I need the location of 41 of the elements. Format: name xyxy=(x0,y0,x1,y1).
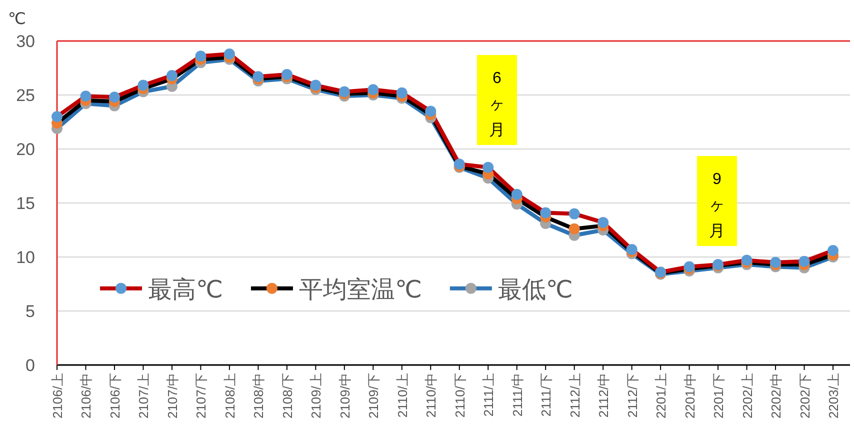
x-tick-label: 2107/中 xyxy=(164,373,180,419)
x-tick-label: 2203/上 xyxy=(826,373,841,419)
x-tick-label: 2109/中 xyxy=(337,373,352,419)
x-tick-label: 2109/上 xyxy=(308,373,324,419)
x-tick-label: 2111/上 xyxy=(481,373,496,417)
annotation: 6ヶ月 xyxy=(489,70,505,139)
x-tick-label: 2106/上 xyxy=(50,373,65,419)
y-tick-label: 10 xyxy=(16,248,35,267)
x-tick-label: 2112/中 xyxy=(596,373,612,418)
x-tick-label: 2106/下 xyxy=(107,373,122,419)
legend-label: 平均室温℃ xyxy=(298,276,422,304)
x-tick-label: 2108/下 xyxy=(280,373,295,419)
x-tick-label: 2112/下 xyxy=(624,373,640,418)
y-tick-label: 0 xyxy=(26,356,35,375)
x-tick-label: 2107/下 xyxy=(194,373,209,419)
x-tick-label: 2107/上 xyxy=(136,373,152,419)
y-tick-label: 15 xyxy=(16,194,35,213)
legend-label: 最低℃ xyxy=(498,276,573,304)
x-tick-label: 2202/中 xyxy=(768,373,784,419)
x-tick-label: 2202/上 xyxy=(740,373,755,419)
y-axis-title: ℃ xyxy=(8,11,26,28)
y-tick-label: 20 xyxy=(16,140,35,159)
y-tick-label: 30 xyxy=(16,32,35,51)
legend-label: 最高℃ xyxy=(148,276,223,304)
x-tick-label: 2110/下 xyxy=(452,373,468,418)
y-tick-label: 5 xyxy=(26,302,35,321)
x-tick-label: 2201/下 xyxy=(711,373,726,419)
y-tick-label: 25 xyxy=(16,86,35,105)
x-tick-label: 2109/下 xyxy=(366,373,382,419)
x-tick-label: 2106/中 xyxy=(78,373,94,419)
x-tick-label: 2108/中 xyxy=(251,373,266,419)
x-tick-label: 2108/上 xyxy=(222,373,238,419)
x-tick-label: 2202/下 xyxy=(797,373,812,419)
x-tick-label: 2201/上 xyxy=(654,373,669,419)
x-tick-label: 2111/中 xyxy=(510,373,525,417)
x-tick-label: 2112/上 xyxy=(567,373,582,418)
x-tick-label: 2110/上 xyxy=(394,373,410,418)
annotation: 9ヶ月 xyxy=(709,171,725,240)
x-tick-label: 2110/中 xyxy=(424,373,439,418)
x-tick-label: 2201/中 xyxy=(682,373,698,419)
x-tick-label: 2111/下 xyxy=(538,373,554,417)
